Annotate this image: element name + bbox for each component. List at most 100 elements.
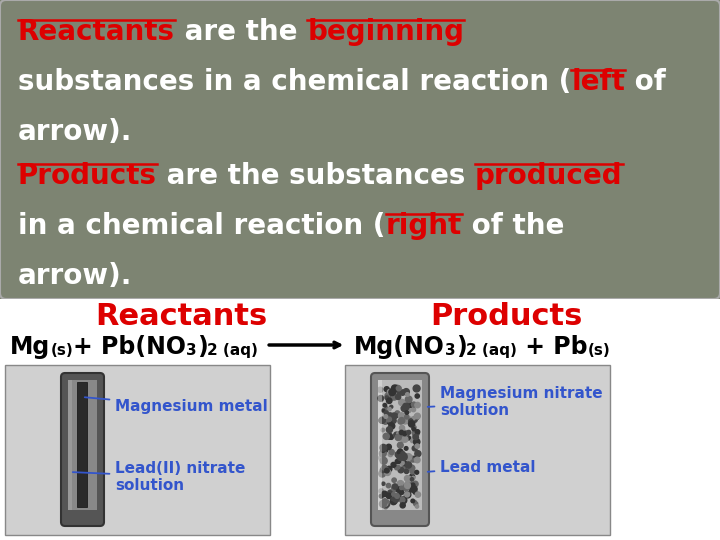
Circle shape	[410, 478, 413, 481]
Circle shape	[378, 387, 383, 393]
Circle shape	[394, 385, 400, 392]
Circle shape	[413, 481, 418, 487]
Circle shape	[405, 415, 409, 419]
Circle shape	[398, 418, 403, 424]
Circle shape	[381, 428, 384, 432]
Bar	[0, 299, 720, 540]
Circle shape	[387, 389, 392, 395]
Circle shape	[380, 444, 387, 451]
Circle shape	[415, 470, 419, 474]
Circle shape	[392, 492, 395, 496]
Circle shape	[402, 417, 408, 424]
Circle shape	[412, 408, 415, 411]
Circle shape	[415, 444, 419, 448]
Circle shape	[396, 435, 400, 439]
Circle shape	[387, 493, 392, 498]
Circle shape	[400, 461, 404, 465]
Circle shape	[386, 418, 390, 422]
Circle shape	[404, 469, 409, 474]
Circle shape	[402, 436, 408, 442]
Circle shape	[395, 411, 400, 416]
Text: 3: 3	[186, 343, 197, 358]
Circle shape	[395, 494, 399, 498]
Circle shape	[382, 447, 388, 453]
Circle shape	[400, 426, 405, 430]
Circle shape	[395, 434, 401, 441]
Circle shape	[385, 396, 389, 400]
Circle shape	[379, 470, 385, 477]
Circle shape	[415, 394, 419, 398]
Circle shape	[392, 485, 398, 491]
Circle shape	[391, 499, 396, 505]
Circle shape	[400, 503, 405, 508]
Circle shape	[401, 439, 405, 442]
Circle shape	[403, 484, 410, 491]
Circle shape	[412, 427, 415, 431]
Circle shape	[397, 431, 401, 436]
Circle shape	[395, 460, 400, 463]
Text: Magnesium metal: Magnesium metal	[85, 397, 268, 415]
Circle shape	[382, 409, 385, 412]
Text: Mg: Mg	[10, 335, 50, 359]
Text: are the substances: are the substances	[157, 162, 475, 190]
Circle shape	[410, 474, 415, 480]
Circle shape	[412, 426, 416, 430]
Circle shape	[408, 421, 415, 427]
Circle shape	[381, 459, 386, 463]
Circle shape	[402, 461, 407, 465]
Circle shape	[405, 434, 408, 438]
Circle shape	[405, 476, 410, 481]
Circle shape	[383, 403, 387, 407]
Circle shape	[397, 442, 403, 448]
Circle shape	[391, 413, 397, 419]
Text: Reactants: Reactants	[95, 302, 267, 331]
Circle shape	[387, 417, 392, 422]
Text: Magnesium nitrate
solution: Magnesium nitrate solution	[428, 386, 603, 418]
Circle shape	[384, 415, 387, 419]
Circle shape	[407, 436, 410, 440]
Circle shape	[382, 491, 387, 497]
Circle shape	[392, 498, 395, 501]
Circle shape	[412, 476, 415, 480]
Text: arrow).: arrow).	[18, 118, 132, 146]
Bar	[378, 380, 422, 510]
Text: produced: produced	[475, 162, 623, 190]
Circle shape	[414, 415, 419, 420]
Text: arrow).: arrow).	[18, 262, 132, 290]
Circle shape	[391, 462, 396, 467]
Circle shape	[381, 448, 385, 453]
Circle shape	[405, 483, 410, 489]
Text: 2 (aq): 2 (aq)	[207, 343, 258, 358]
Circle shape	[415, 430, 420, 434]
Circle shape	[398, 413, 404, 418]
Circle shape	[410, 439, 414, 443]
Circle shape	[402, 431, 407, 436]
Circle shape	[413, 446, 417, 451]
Text: left: left	[572, 68, 625, 96]
Circle shape	[399, 453, 405, 459]
Circle shape	[390, 406, 393, 408]
Circle shape	[402, 453, 407, 458]
Circle shape	[380, 468, 385, 472]
Circle shape	[395, 394, 401, 400]
Circle shape	[379, 455, 384, 461]
Circle shape	[383, 433, 390, 440]
Bar	[68, 380, 72, 510]
Text: 2 (aq): 2 (aq)	[467, 343, 518, 358]
FancyBboxPatch shape	[0, 0, 720, 299]
Circle shape	[387, 483, 391, 488]
Circle shape	[384, 387, 390, 392]
Circle shape	[390, 450, 395, 455]
FancyBboxPatch shape	[61, 373, 104, 526]
Circle shape	[391, 498, 395, 502]
Circle shape	[399, 417, 405, 424]
Circle shape	[405, 454, 412, 461]
Circle shape	[402, 466, 407, 471]
Circle shape	[413, 490, 417, 494]
Circle shape	[388, 452, 392, 457]
Circle shape	[412, 435, 419, 442]
Circle shape	[413, 456, 419, 462]
Circle shape	[405, 482, 409, 487]
Circle shape	[408, 417, 413, 422]
Circle shape	[411, 402, 416, 407]
